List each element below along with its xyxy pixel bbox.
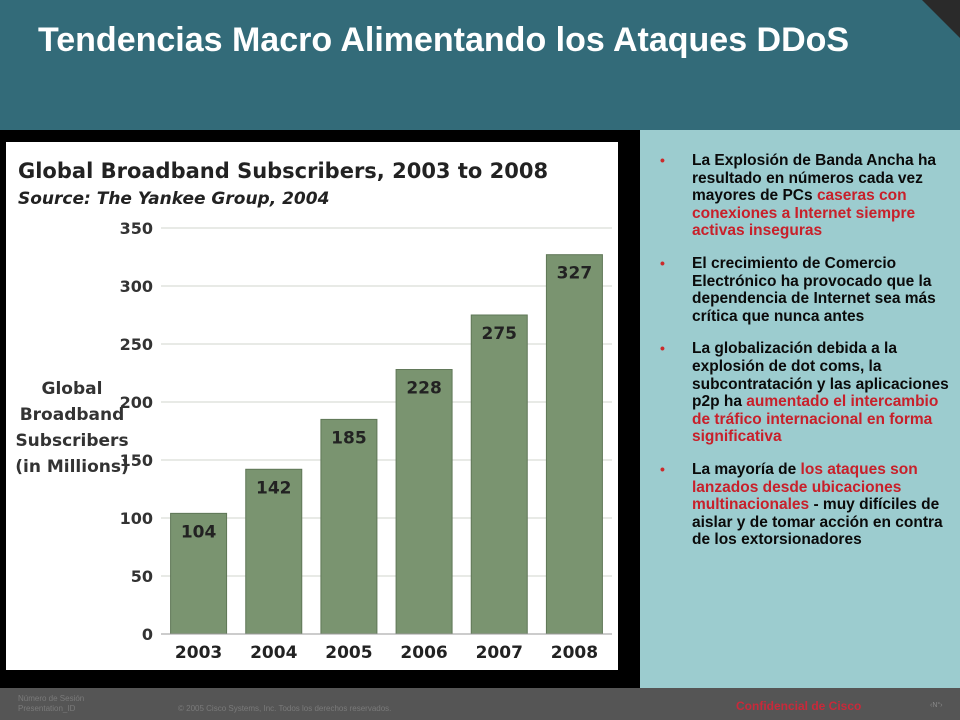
confidential-label: Confidencial de Cisco bbox=[736, 699, 862, 713]
bullet-highlight-text: los ataques son lanzados desde ubicacion… bbox=[692, 460, 918, 514]
x-tick-label: 2008 bbox=[551, 643, 598, 663]
bullet-text: El crecimiento de Comercio Electrónico h… bbox=[692, 254, 936, 325]
x-tick-label: 2004 bbox=[250, 643, 297, 663]
chart-subtitle: Source: The Yankee Group, 2004 bbox=[18, 189, 329, 209]
x-tick-label: 2007 bbox=[476, 643, 523, 663]
y-tick-label: 0 bbox=[142, 625, 153, 644]
bar bbox=[395, 369, 453, 635]
presentation-id: Presentation_ID bbox=[18, 704, 76, 713]
bullet-dot-icon: • bbox=[660, 152, 665, 168]
session-label: Número de Sesión bbox=[18, 694, 85, 703]
bullet-dot-icon: • bbox=[660, 340, 665, 357]
y-tick-label: 150 bbox=[120, 451, 153, 470]
copyright-notice: © 2005 Cisco Systems, Inc. Todos los der… bbox=[178, 704, 392, 713]
bullet-item: • La mayoría de los ataques son lanzados … bbox=[640, 461, 960, 549]
y-tick-label: 200 bbox=[120, 393, 153, 412]
plot-area bbox=[161, 228, 612, 634]
y-axis-label-line: (in Millions) bbox=[15, 457, 129, 477]
bullet-highlight-text: aumentado el intercambio de tráfico inte… bbox=[692, 393, 939, 446]
broadband-bar-chart: Global Broadband Subscribers, 2003 to 20… bbox=[6, 142, 618, 670]
bullet-item: • La globalización debida a la explosión … bbox=[640, 340, 960, 446]
bar-value-label: 228 bbox=[406, 379, 442, 399]
bar bbox=[545, 254, 603, 635]
y-axis-label-line: Subscribers bbox=[15, 431, 128, 451]
chart-image: Global Broadband Subscribers, 2003 to 20… bbox=[6, 142, 618, 670]
bar-value-label: 327 bbox=[557, 264, 593, 284]
bullet-text: La mayoría de bbox=[692, 460, 801, 478]
y-tick-label: 50 bbox=[131, 567, 153, 586]
bullet-list: • La Explosión de Banda Ancha ha resultad… bbox=[640, 152, 960, 564]
slide-title: Tendencias Macro Alimentando los Ataques… bbox=[38, 21, 850, 59]
y-tick-label: 300 bbox=[120, 277, 153, 296]
y-tick-label: 350 bbox=[120, 219, 153, 238]
bar-value-label: 142 bbox=[256, 478, 292, 498]
bullet-dot-icon: • bbox=[660, 254, 665, 271]
session-number: Número de Sesión Presentation_ID bbox=[18, 694, 84, 714]
bullet-dot-icon: • bbox=[660, 460, 665, 477]
bar-value-label: 185 bbox=[331, 428, 367, 448]
chart-title: Global Broadband Subscribers, 2003 to 20… bbox=[18, 159, 548, 183]
bullet-text: La Explosión de Banda Ancha ha resultado… bbox=[692, 152, 937, 205]
bullet-highlight-text: caseras con conexiones a Internet siempr… bbox=[692, 187, 916, 240]
bar bbox=[470, 314, 528, 635]
slide-footer: Número de Sesión Presentation_ID © 2005 … bbox=[0, 688, 960, 720]
bullet-text: La globalización debida a la explosión d… bbox=[692, 340, 949, 411]
y-tick-label: 250 bbox=[120, 335, 153, 354]
x-tick-label: 2003 bbox=[175, 643, 222, 663]
bar bbox=[170, 512, 228, 635]
bar bbox=[320, 418, 378, 635]
bar bbox=[245, 468, 303, 635]
bullet-text: - muy difíciles de aislar y de tomar acc… bbox=[692, 496, 943, 549]
x-tick-label: 2005 bbox=[325, 643, 372, 663]
bullet-panel: • La Explosión de Banda Ancha ha resultad… bbox=[640, 130, 960, 688]
header-corner-decoration bbox=[922, 0, 960, 38]
bullet-item: • El crecimiento de Comercio Electrónico … bbox=[640, 255, 960, 325]
slide-header: Tendencias Macro Alimentando los Ataques… bbox=[0, 0, 960, 130]
x-tick-label: 2006 bbox=[400, 643, 447, 663]
y-axis-label-line: Global bbox=[42, 379, 103, 399]
bar-value-label: 275 bbox=[482, 324, 518, 344]
bar-value-label: 104 bbox=[181, 522, 217, 542]
page-number: ‹N°› bbox=[930, 702, 943, 709]
bullet-item: • La Explosión de Banda Ancha ha resultad… bbox=[640, 152, 960, 240]
y-tick-label: 100 bbox=[120, 509, 153, 528]
y-axis-label-line: Broadband bbox=[20, 405, 125, 425]
